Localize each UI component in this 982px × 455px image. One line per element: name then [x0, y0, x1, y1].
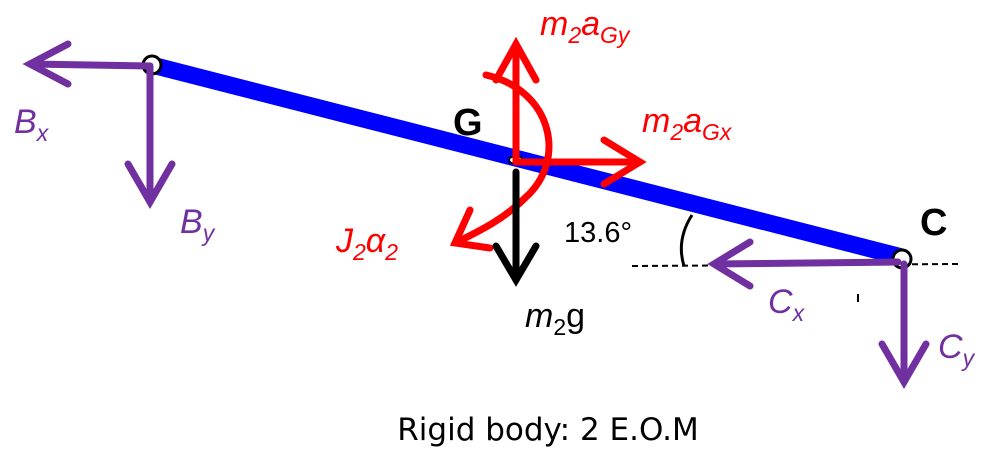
cy-arrow — [878, 260, 930, 389]
bx-arrow — [22, 40, 154, 88]
label-bx: Bx — [14, 103, 50, 146]
m2g-arrow — [492, 168, 540, 287]
label-point-g: G — [453, 102, 483, 144]
label-cx: Cx — [768, 283, 806, 326]
label-m2aGx: m2aGx — [642, 102, 733, 145]
label-by: By — [180, 203, 216, 246]
cx-arrow — [707, 238, 902, 290]
m2aGy-arrow — [492, 36, 540, 166]
label-m2g: m2g — [525, 297, 585, 340]
label-angle: 13.6° — [564, 217, 632, 249]
j2alpha2-moment-arrow — [449, 71, 553, 252]
label-point-c: C — [920, 202, 947, 244]
angle-arc — [679, 214, 694, 267]
label-j2alpha2: J2α2 — [335, 222, 398, 265]
caption: Rigid body: 2 E.O.M — [397, 412, 698, 448]
m2aGx-arrow — [512, 136, 647, 188]
by-arrow — [124, 62, 176, 209]
label-cy: Cy — [938, 328, 976, 371]
label-m2aGy: m2aGy — [540, 5, 631, 48]
